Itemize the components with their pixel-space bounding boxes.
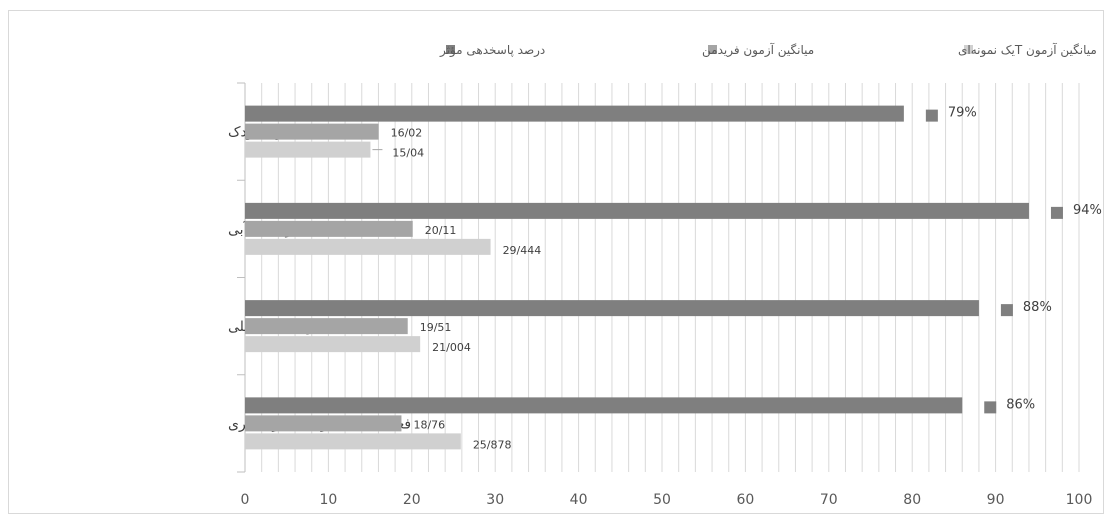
x-tick-label: 70 xyxy=(820,492,838,508)
x-tick-label: 80 xyxy=(903,492,921,508)
legend-swatch xyxy=(446,45,455,54)
data-label: 18/76 xyxy=(413,418,445,431)
x-tick-label: 90 xyxy=(987,492,1005,508)
gridlines xyxy=(244,83,1080,472)
x-tick-label: 20 xyxy=(403,492,421,508)
chart-area xyxy=(8,10,1104,514)
bar xyxy=(245,415,402,432)
data-label: 19/51 xyxy=(420,321,452,334)
data-labels: 79% 16/02 15/04 94% 20/11 29/444 88% 19/51 21/00… xyxy=(372,106,1102,451)
bar xyxy=(245,300,979,317)
data-label: 16/02 xyxy=(391,127,423,140)
legend: درصد پاسخدهی مؤثر میانگین آزمون فریدمن میا… xyxy=(439,42,1097,58)
data-label: 20/11 xyxy=(425,224,457,237)
x-tick-label: 100 xyxy=(1066,492,1093,508)
data-label: 79% xyxy=(948,106,977,121)
data-label-marker xyxy=(984,401,997,414)
x-tick-label: 40 xyxy=(570,492,588,508)
data-label-marker xyxy=(925,109,938,122)
bar xyxy=(245,105,904,122)
bar xyxy=(245,433,461,450)
x-tick-label: 30 xyxy=(486,492,504,508)
legend-label: میانگین آزمون Tیک نمونه‌ای xyxy=(958,42,1097,58)
legend-label: درصد پاسخدهی مؤثر xyxy=(439,43,545,58)
data-label: 94% xyxy=(1073,203,1102,218)
x-tick-label: 10 xyxy=(319,492,337,508)
data-label: 21/004 xyxy=(432,341,471,354)
bar xyxy=(245,238,491,255)
x-tick-label: 0 xyxy=(241,492,250,508)
legend-label: میانگین آزمون فریدمن xyxy=(702,42,814,58)
data-label-marker xyxy=(1000,304,1013,317)
bars xyxy=(245,105,1029,450)
bar xyxy=(245,318,408,335)
bar xyxy=(245,397,963,414)
data-label: 25/878 xyxy=(473,438,512,451)
data-label: 88% xyxy=(1023,300,1052,315)
bar xyxy=(245,220,413,237)
data-label: 86% xyxy=(1006,397,1035,412)
x-tick-label: 50 xyxy=(653,492,671,508)
bar xyxy=(245,141,371,158)
bar xyxy=(245,202,1029,219)
data-label-marker xyxy=(1050,206,1063,219)
x-tick-label: 60 xyxy=(736,492,754,508)
data-label: 29/444 xyxy=(503,244,542,257)
bar xyxy=(245,336,421,353)
legend-swatch xyxy=(964,45,973,54)
legend-swatch xyxy=(708,45,717,54)
bar xyxy=(245,123,379,140)
data-label: 15/04 xyxy=(392,147,424,160)
